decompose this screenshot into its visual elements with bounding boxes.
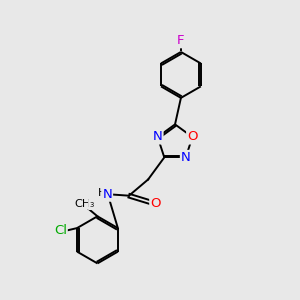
- Text: N: N: [181, 151, 190, 164]
- Text: CH: CH: [74, 199, 91, 208]
- Text: O: O: [187, 130, 198, 143]
- Text: O: O: [150, 197, 161, 210]
- Text: H: H: [98, 188, 107, 198]
- Text: N: N: [153, 130, 163, 143]
- Text: N: N: [102, 188, 112, 201]
- Text: $_3$: $_3$: [88, 200, 94, 209]
- Text: F: F: [177, 34, 185, 47]
- Text: Cl: Cl: [54, 224, 67, 237]
